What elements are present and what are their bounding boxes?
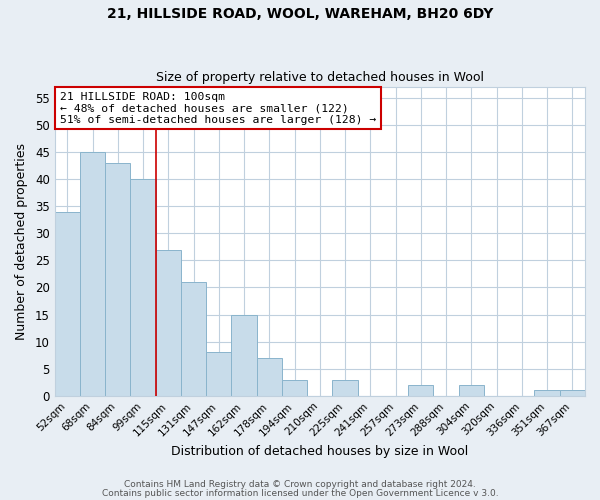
Bar [55, 212, 80, 396]
Bar [105, 163, 130, 396]
Text: 21, HILLSIDE ROAD, WOOL, WAREHAM, BH20 6DY: 21, HILLSIDE ROAD, WOOL, WAREHAM, BH20 6… [107, 8, 493, 22]
Bar [459, 385, 484, 396]
Title: Size of property relative to detached houses in Wool: Size of property relative to detached ho… [156, 72, 484, 85]
Bar [282, 380, 307, 396]
Bar [155, 250, 181, 396]
Text: Contains HM Land Registry data © Crown copyright and database right 2024.: Contains HM Land Registry data © Crown c… [124, 480, 476, 489]
Bar [232, 314, 257, 396]
X-axis label: Distribution of detached houses by size in Wool: Distribution of detached houses by size … [171, 444, 469, 458]
Y-axis label: Number of detached properties: Number of detached properties [15, 143, 28, 340]
Bar [181, 282, 206, 396]
Text: Contains public sector information licensed under the Open Government Licence v : Contains public sector information licen… [101, 488, 499, 498]
Bar [408, 385, 433, 396]
Bar [257, 358, 282, 396]
Bar [535, 390, 560, 396]
Bar [332, 380, 358, 396]
Bar [130, 179, 155, 396]
Bar [80, 152, 105, 396]
Text: 21 HILLSIDE ROAD: 100sqm
← 48% of detached houses are smaller (122)
51% of semi-: 21 HILLSIDE ROAD: 100sqm ← 48% of detach… [60, 92, 376, 125]
Bar [206, 352, 232, 396]
Bar [560, 390, 585, 396]
